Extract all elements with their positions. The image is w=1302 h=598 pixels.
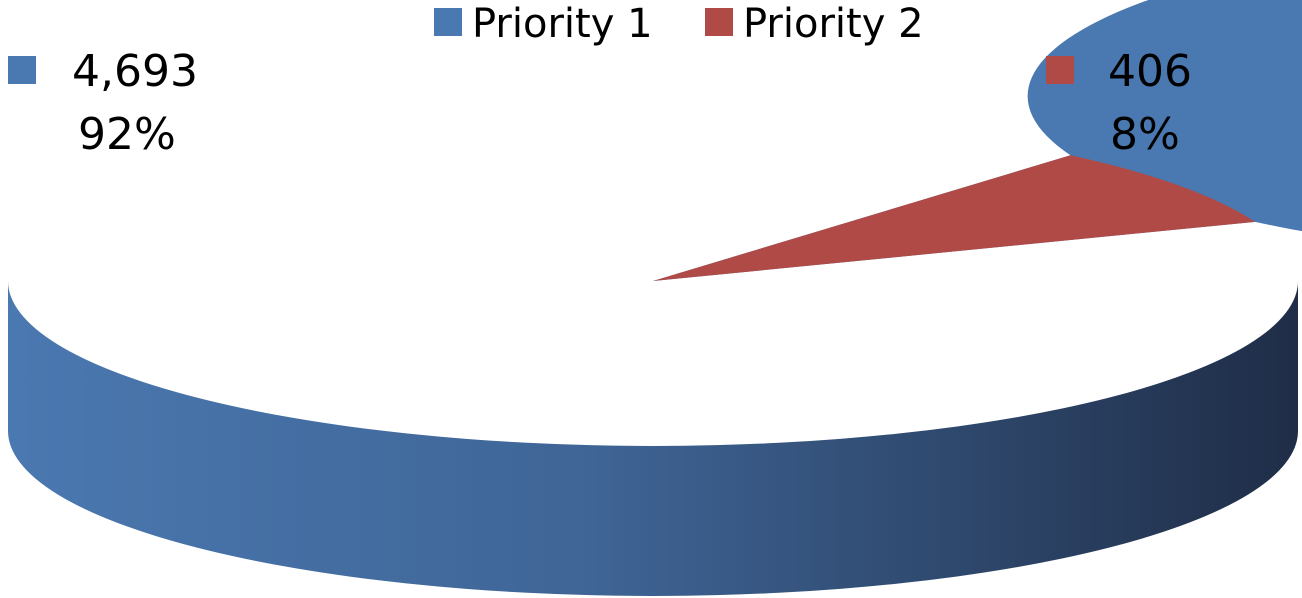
legend-swatch-priority-2 [705,8,733,36]
data-label-key-priority-1 [8,56,36,84]
legend: Priority 1 Priority 2 [434,1,924,47]
data-label-value-priority-1: 4,693 [72,46,198,97]
data-label-percent-priority-2: 8% [1110,109,1180,160]
pie-slice-priority-2 [653,155,1256,281]
data-label-priority-2: 406 8% [1046,46,1192,160]
legend-swatch-priority-1 [434,8,462,36]
data-label-priority-1: 4,693 92% [8,46,198,160]
data-label-key-priority-2 [1046,56,1074,84]
legend-label-priority-2: Priority 2 [743,1,924,47]
legend-label-priority-1: Priority 1 [472,1,653,47]
data-label-percent-priority-1: 92% [78,109,176,160]
data-label-value-priority-2: 406 [1108,46,1192,97]
pie-side-wall [8,281,1298,596]
